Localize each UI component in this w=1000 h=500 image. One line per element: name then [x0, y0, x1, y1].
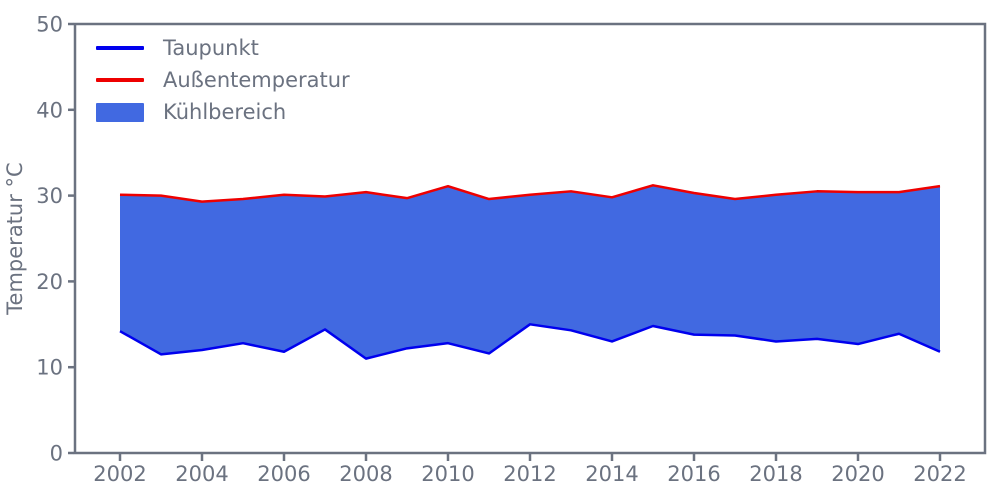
axes-frame: [73, 22, 987, 455]
legend-item-taupunkt: Taupunkt: [96, 37, 350, 59]
x-tick-label: 2018: [749, 462, 802, 486]
legend-label-taupunkt: Taupunkt: [163, 36, 259, 60]
y-tick-label: 20: [36, 270, 63, 294]
y-axis-label: Temperatur °C: [3, 162, 27, 315]
x-tick-label: 2022: [913, 462, 966, 486]
y-tick-label: 0: [50, 442, 63, 466]
x-tick-label: 2016: [667, 462, 720, 486]
y-tick-label: 10: [36, 356, 63, 380]
x-tick-label: 2002: [93, 462, 146, 486]
x-tick-label: 2010: [421, 462, 474, 486]
x-tick-label: 2020: [831, 462, 884, 486]
legend-label-kuehlbereich: Kühlbereich: [163, 100, 287, 124]
aussentemperatur-line-swatch-icon: [96, 78, 144, 82]
x-tick-label: 2006: [257, 462, 310, 486]
legend-label-aussentemperatur: Außentemperatur: [163, 68, 350, 92]
x-tick-label: 2014: [585, 462, 638, 486]
x-tick-label: 2004: [175, 462, 228, 486]
taupunkt-line-swatch-icon: [96, 46, 144, 50]
kuehlbereich-patch-swatch-icon: [96, 102, 144, 122]
y-tick-label: 30: [36, 184, 63, 208]
chart-legend: Taupunkt Außentemperatur Kühlbereich: [96, 37, 350, 123]
y-tick-label: 40: [36, 98, 63, 122]
aussentemperatur-line: [119, 184, 941, 203]
x-tick-label: 2012: [503, 462, 556, 486]
taupunkt-line: [119, 323, 941, 360]
y-tick-label: 50: [36, 13, 63, 37]
legend-item-kuehlbereich: Kühlbereich: [96, 101, 350, 123]
legend-item-aussentemperatur: Außentemperatur: [96, 69, 350, 91]
cooling-area-fill: [120, 185, 940, 359]
x-tick-label: 2008: [339, 462, 392, 486]
